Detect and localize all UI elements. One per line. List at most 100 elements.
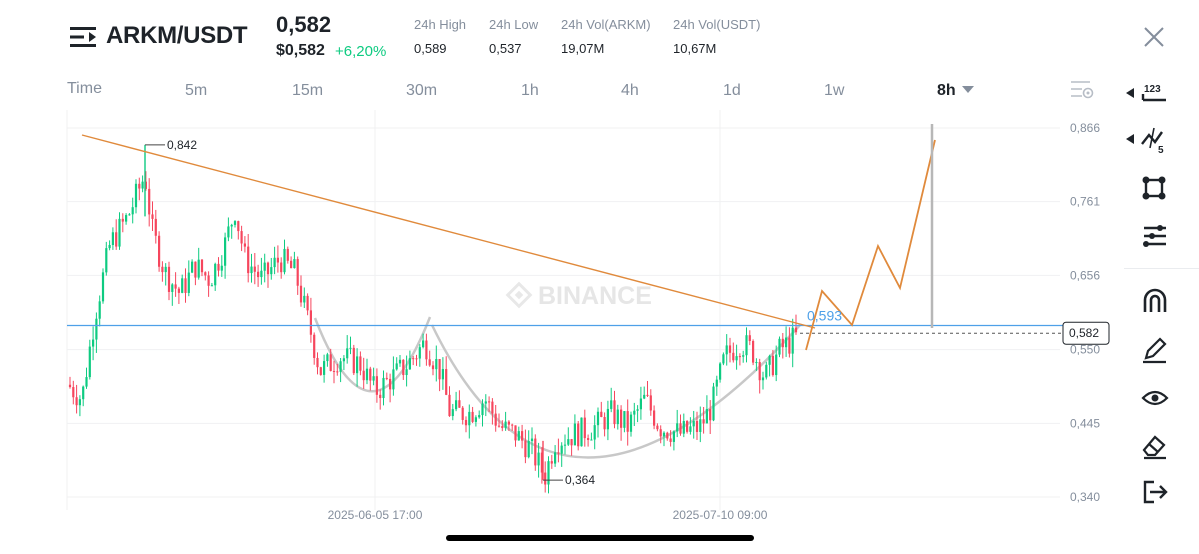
caret-left-icon[interactable] (1126, 88, 1134, 98)
cup-arc (430, 324, 801, 459)
handle-arc (313, 316, 432, 393)
candle-body (445, 369, 448, 395)
exit-icon[interactable] (1140, 478, 1170, 506)
menu-icon[interactable] (70, 26, 98, 48)
candle-body (273, 257, 276, 268)
lines-icon[interactable] (1140, 222, 1170, 250)
candle-body (174, 284, 177, 289)
candle-body (438, 359, 441, 380)
tab-time[interactable]: Time (67, 80, 102, 97)
candle-body (290, 260, 293, 269)
candles (68, 144, 798, 494)
candle-body (425, 340, 428, 360)
candle-body (590, 439, 593, 441)
candle-body (402, 359, 405, 376)
candle-body (184, 278, 187, 293)
candle-body (435, 359, 438, 370)
candle-body (554, 452, 557, 464)
candle-body (415, 358, 418, 360)
candle-body (141, 181, 144, 189)
x-tick-label: 2025-07-10 09:00 (673, 508, 768, 520)
candle-body (323, 361, 326, 375)
trading-pair[interactable]: ARKM/USDT (106, 22, 248, 49)
stat-label: 24h Vol(ARKM) (561, 17, 651, 32)
candle-body (550, 461, 553, 464)
candle-body (481, 403, 484, 416)
candle-body (187, 272, 190, 293)
candle-body (243, 243, 246, 247)
candle-body (95, 318, 98, 340)
tab-8h-active[interactable]: 8h (937, 82, 956, 99)
numbers-icon[interactable]: 123 (1140, 80, 1170, 108)
candle-body (488, 401, 491, 403)
candle-body (422, 340, 425, 348)
candle-body (587, 438, 590, 440)
candle-body (332, 370, 336, 372)
candle-body (484, 401, 487, 404)
last-price: 0,582 (276, 12, 332, 37)
indicator-icon[interactable]: 5 (1140, 126, 1170, 154)
tab-5m[interactable]: 5m (185, 82, 208, 99)
candle-body (253, 266, 256, 272)
y-tick-label: 0,550 (1070, 343, 1100, 357)
candle-body (293, 259, 296, 269)
candle-body (471, 411, 474, 422)
candle-body (98, 301, 101, 319)
svg-text:5: 5 (1158, 145, 1164, 154)
candle-body (662, 432, 666, 437)
pencil-icon[interactable] (1140, 336, 1170, 364)
candle-body (455, 400, 458, 410)
candle-body (580, 417, 583, 447)
drawing-overlays: 0,842 0,364 0,593 (67, 124, 1063, 487)
candle-body (369, 368, 372, 381)
price-change: +6,20% (335, 43, 387, 60)
candle-body (603, 416, 606, 430)
candle-body (669, 438, 672, 442)
candle-body (158, 235, 161, 267)
candle-body (497, 425, 501, 427)
candle-body (540, 452, 543, 473)
candle-body (316, 357, 319, 368)
candle-body (686, 421, 689, 432)
eraser-icon[interactable] (1140, 432, 1170, 460)
stat-24h-vol-arkm: 24h Vol(ARKM) 19,07M (561, 17, 651, 56)
stat-value: 19,07M (561, 41, 605, 56)
magnet-icon[interactable] (1140, 286, 1170, 314)
stat-label: 24h Low (489, 17, 539, 32)
candle-body (735, 356, 738, 361)
eye-icon[interactable] (1140, 384, 1170, 412)
tab-1d[interactable]: 1d (723, 82, 741, 99)
candle-body (692, 420, 695, 427)
candle-body (752, 340, 755, 363)
tab-1w[interactable]: 1w (824, 82, 845, 99)
candle-body (197, 259, 200, 278)
candle-body (339, 361, 342, 372)
chevron-down-icon[interactable] (962, 86, 974, 94)
y-tick-label: 0,445 (1070, 416, 1100, 430)
watermark-text: BINANCE (538, 282, 652, 310)
price-chart[interactable]: BINANCE 0,842 0,364 0,593 0,866 0,761 0,656 0… (0, 110, 1120, 520)
chart-settings-icon[interactable] (1070, 80, 1094, 100)
candle-body (494, 413, 497, 426)
candle-body (610, 400, 613, 409)
candle-body (771, 355, 774, 376)
shape-icon[interactable] (1140, 174, 1170, 202)
caret-left-icon[interactable] (1126, 134, 1134, 144)
tab-4h[interactable]: 4h (621, 82, 639, 99)
candle-body (356, 356, 359, 374)
candle-body (775, 354, 778, 376)
tab-15m[interactable]: 15m (292, 82, 324, 99)
candle-body (230, 224, 233, 227)
candle-body (491, 401, 494, 414)
tab-30m[interactable]: 30m (406, 82, 438, 99)
stat-24h-low: 24h Low 0,537 (489, 17, 538, 56)
candle-body (319, 367, 322, 375)
candle-body (346, 348, 349, 359)
candle-body (389, 378, 392, 390)
candle-body (392, 369, 395, 390)
tab-1h[interactable]: 1h (521, 82, 539, 99)
candle-body (171, 284, 174, 292)
close-icon[interactable] (1143, 26, 1165, 48)
candle-body (699, 419, 702, 432)
